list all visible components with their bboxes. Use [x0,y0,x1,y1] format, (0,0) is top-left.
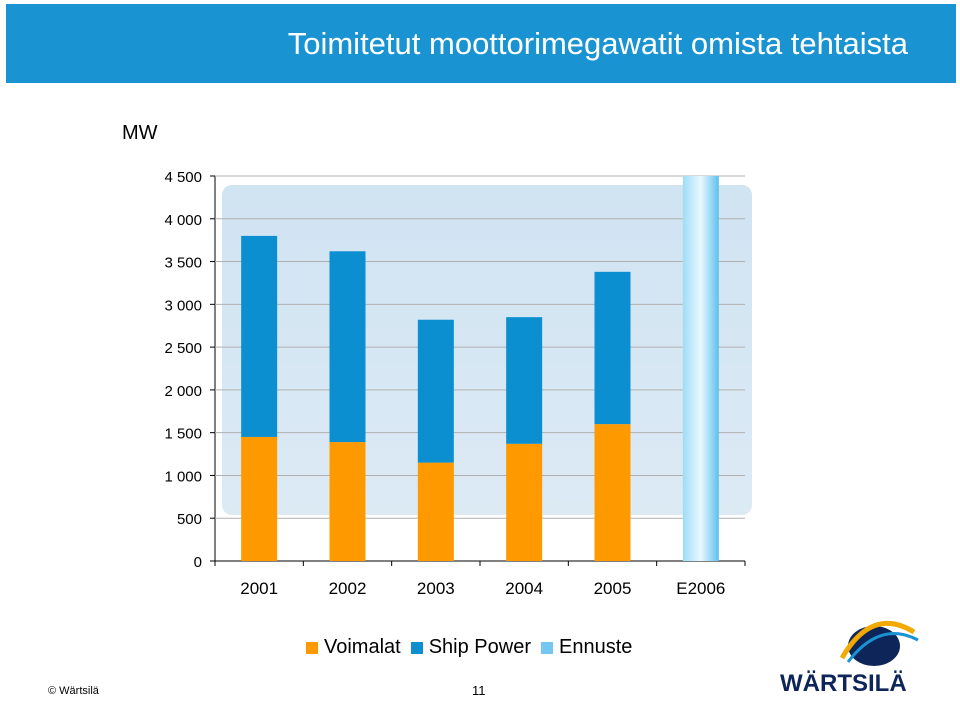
y-tick-label: 2 500 [164,340,202,357]
legend-item-ennuste: Ennuste [541,636,632,659]
y-tick-label: 4 000 [164,212,202,229]
x-tick-label: 2003 [417,579,455,598]
page-title: Toimitetut moottorimegawatit omista teht… [287,26,908,61]
y-tick-label: 4 500 [164,169,202,186]
legend-label-voimalat: Voimalat [324,636,401,658]
x-tick-label: 2005 [594,579,632,598]
legend-swatch-voimalat [306,641,318,654]
bar-voimalat [417,462,454,561]
bar-voimalat [594,424,631,561]
bar-voimalat [506,443,543,561]
y-unit-label: MW [122,122,158,144]
bar-voimalat [241,436,278,561]
x-tick-label: 2001 [240,579,278,598]
bar-ship-power [417,319,454,463]
legend-item-ship-power: Ship Power [410,636,531,659]
engine-background-image [222,185,752,515]
bar-ship-power [329,251,366,443]
legend-label-ennuste: Ennuste [559,636,633,658]
page-number: 11 [472,683,486,698]
y-tick-label: 3 500 [164,255,202,272]
y-tick-label: 1 000 [164,468,202,485]
legend-swatch-ship-power [410,641,423,654]
copyright-text: © Wärtsilä [48,685,99,697]
y-tick-label: 1 500 [164,426,202,443]
legend-label-ship-power: Ship Power [428,636,531,658]
logo-wordmark: WÄRTSILÄ [780,670,907,697]
x-tick-label: 2002 [329,579,367,598]
x-tick-label: E2006 [676,579,725,598]
y-tick-label: 500 [177,511,202,528]
wartsila-logo: WÄRTSILÄ [772,612,932,702]
bar-ennuste [682,176,719,561]
x-tick-label: 2004 [505,579,543,598]
bar-voimalat [329,442,366,561]
title-bar: Toimitetut moottorimegawatit omista teht… [6,4,956,83]
legend-item-voimalat: Voimalat [306,636,401,659]
y-tick-label: 3 000 [164,297,202,314]
chart-legend: Voimalat Ship Power Ennuste [306,636,642,659]
bar-ship-power [594,271,631,425]
legend-swatch-ennuste [541,641,553,654]
bar-ship-power [506,317,543,444]
y-tick-label: 0 [194,554,202,571]
y-tick-label: 2 000 [164,383,202,400]
logo-swirl-icon [839,620,919,666]
bar-ship-power [241,235,278,437]
